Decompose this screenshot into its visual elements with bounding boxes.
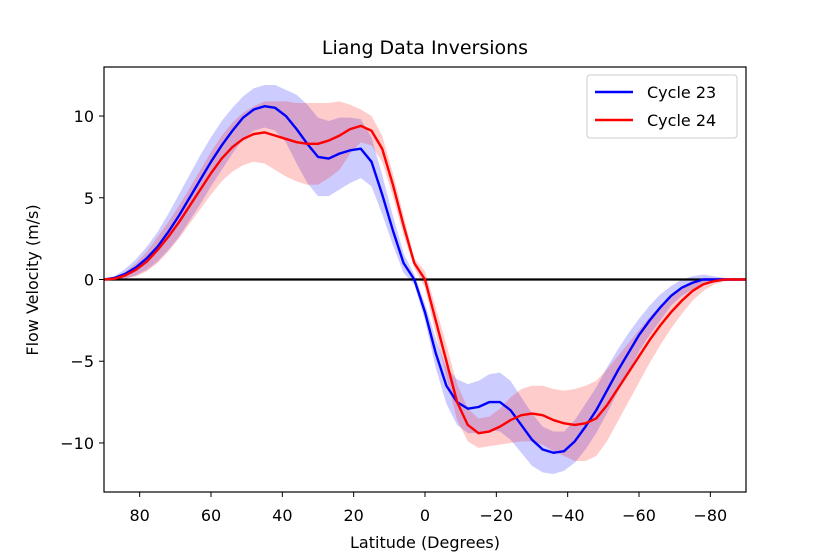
x-tick-label: −60 bbox=[622, 506, 656, 525]
legend-box bbox=[586, 74, 738, 139]
series-1-line bbox=[103, 124, 746, 435]
y-axis-label: Flow Velocity (m/s) bbox=[23, 204, 42, 355]
x-tick-label: −40 bbox=[551, 506, 585, 525]
x-tick-label: 20 bbox=[343, 506, 363, 525]
y-tick-label: −5 bbox=[70, 352, 94, 371]
chart-title: Liang Data Inversions bbox=[322, 37, 528, 59]
legend-label-1: Cycle 24 bbox=[647, 111, 716, 130]
series-0-line bbox=[103, 105, 746, 454]
axes: 80 60 40 20 0 −20 −40 −60 −80 10 5 0 −5 −10 bbox=[60, 66, 747, 525]
y-tick-label: 5 bbox=[84, 189, 94, 208]
y-tick-label: 0 bbox=[84, 271, 94, 290]
y-tick-label: 10 bbox=[74, 107, 94, 126]
plot-area bbox=[103, 84, 746, 475]
x-tick-label: −80 bbox=[693, 506, 727, 525]
x-tick-label: −20 bbox=[479, 506, 513, 525]
x-tick-label: 40 bbox=[272, 506, 292, 525]
x-tick-label: 0 bbox=[420, 506, 430, 525]
x-axis-label: Latitude (Degrees) bbox=[350, 533, 500, 552]
legend-label-0: Cycle 23 bbox=[647, 83, 716, 102]
x-tick-label: 80 bbox=[129, 506, 149, 525]
y-tick-label: −10 bbox=[60, 434, 94, 453]
legend: Cycle 23 Cycle 24 bbox=[586, 74, 738, 139]
x-tick-label: 60 bbox=[201, 506, 221, 525]
